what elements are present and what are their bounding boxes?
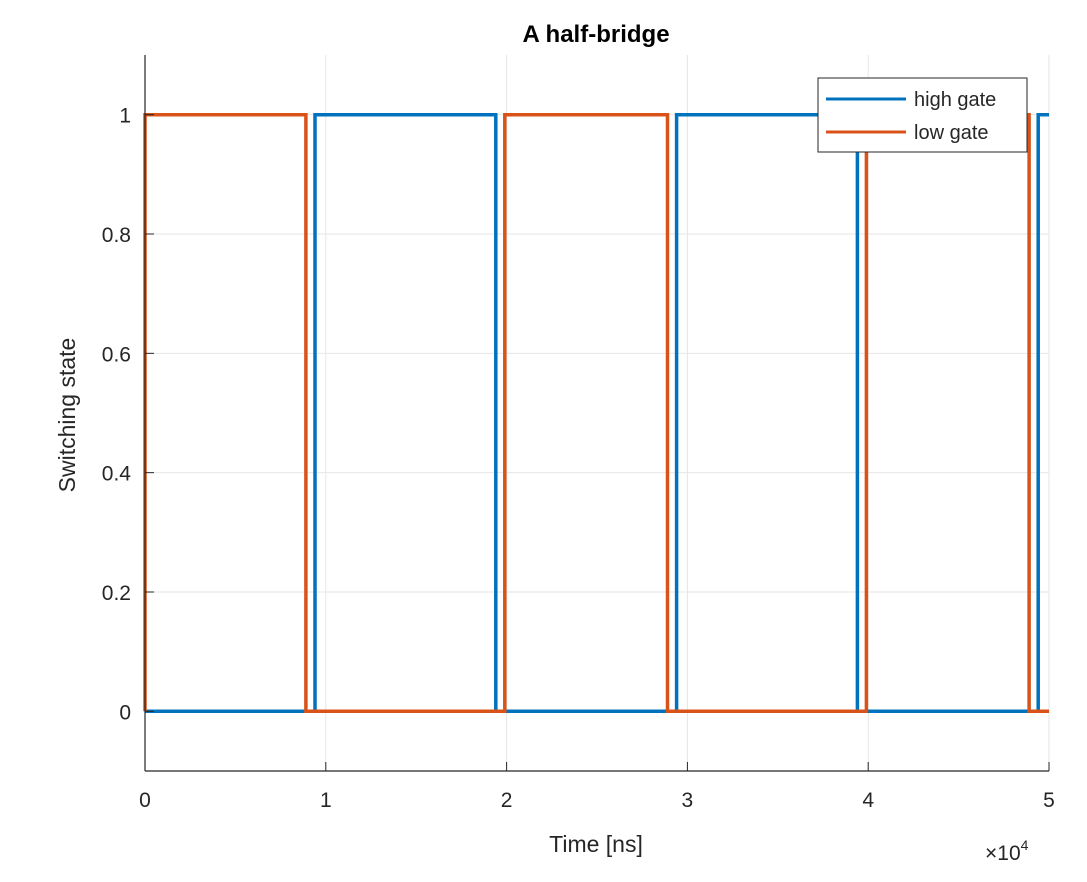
x-multiplier-exponent: 4 bbox=[1021, 837, 1029, 853]
x-tick-label: 4 bbox=[862, 789, 874, 812]
x-axis-multiplier: ×104 bbox=[985, 837, 1029, 865]
series-line-low-gate bbox=[143, 112, 1049, 714]
y-tick-label: 1 bbox=[119, 105, 131, 128]
series-lines bbox=[143, 112, 1049, 714]
plot-area: 0 1 2 3 4 5 0 0.2 0.4 0.6 0.8 1 bbox=[102, 55, 1055, 812]
x-axis-ticks: 0 1 2 3 4 5 bbox=[139, 762, 1055, 812]
y-tick-label: 0.2 bbox=[102, 582, 131, 605]
y-axis-ticks: 0 0.2 0.4 0.6 0.8 1 bbox=[102, 105, 154, 724]
axes-background bbox=[145, 55, 1049, 771]
y-tick-label: 0 bbox=[119, 701, 131, 724]
axes-frame bbox=[144, 55, 1049, 772]
legend-box bbox=[817, 77, 1028, 153]
x-axis-label: Time [ns] bbox=[549, 831, 643, 857]
y-tick-label: 0.8 bbox=[102, 224, 131, 247]
y-tick-label: 0.6 bbox=[102, 343, 131, 366]
x-tick-label: 2 bbox=[501, 789, 513, 812]
x-tick-label: 3 bbox=[682, 789, 694, 812]
y-tick-label: 0.4 bbox=[102, 463, 132, 486]
grid-lines bbox=[144, 55, 1050, 771]
x-tick-label: 0 bbox=[139, 789, 151, 812]
x-multiplier-base: ×10 bbox=[985, 842, 1021, 865]
legend-label-low-gate: low gate bbox=[914, 122, 989, 144]
legend-label-high-gate: high gate bbox=[914, 89, 996, 111]
y-axis-label: Switching state bbox=[54, 338, 80, 493]
chart-title: A half-bridge bbox=[522, 21, 669, 48]
x-tick-label: 1 bbox=[320, 789, 332, 812]
x-tick-label: 5 bbox=[1043, 789, 1055, 812]
series-line-high-gate bbox=[145, 112, 1049, 714]
legend: high gate low gate bbox=[817, 77, 1028, 153]
